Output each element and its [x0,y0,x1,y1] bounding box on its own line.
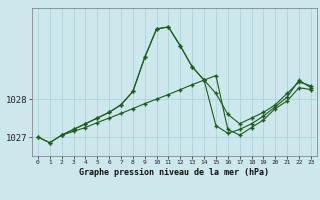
X-axis label: Graphe pression niveau de la mer (hPa): Graphe pression niveau de la mer (hPa) [79,168,269,177]
